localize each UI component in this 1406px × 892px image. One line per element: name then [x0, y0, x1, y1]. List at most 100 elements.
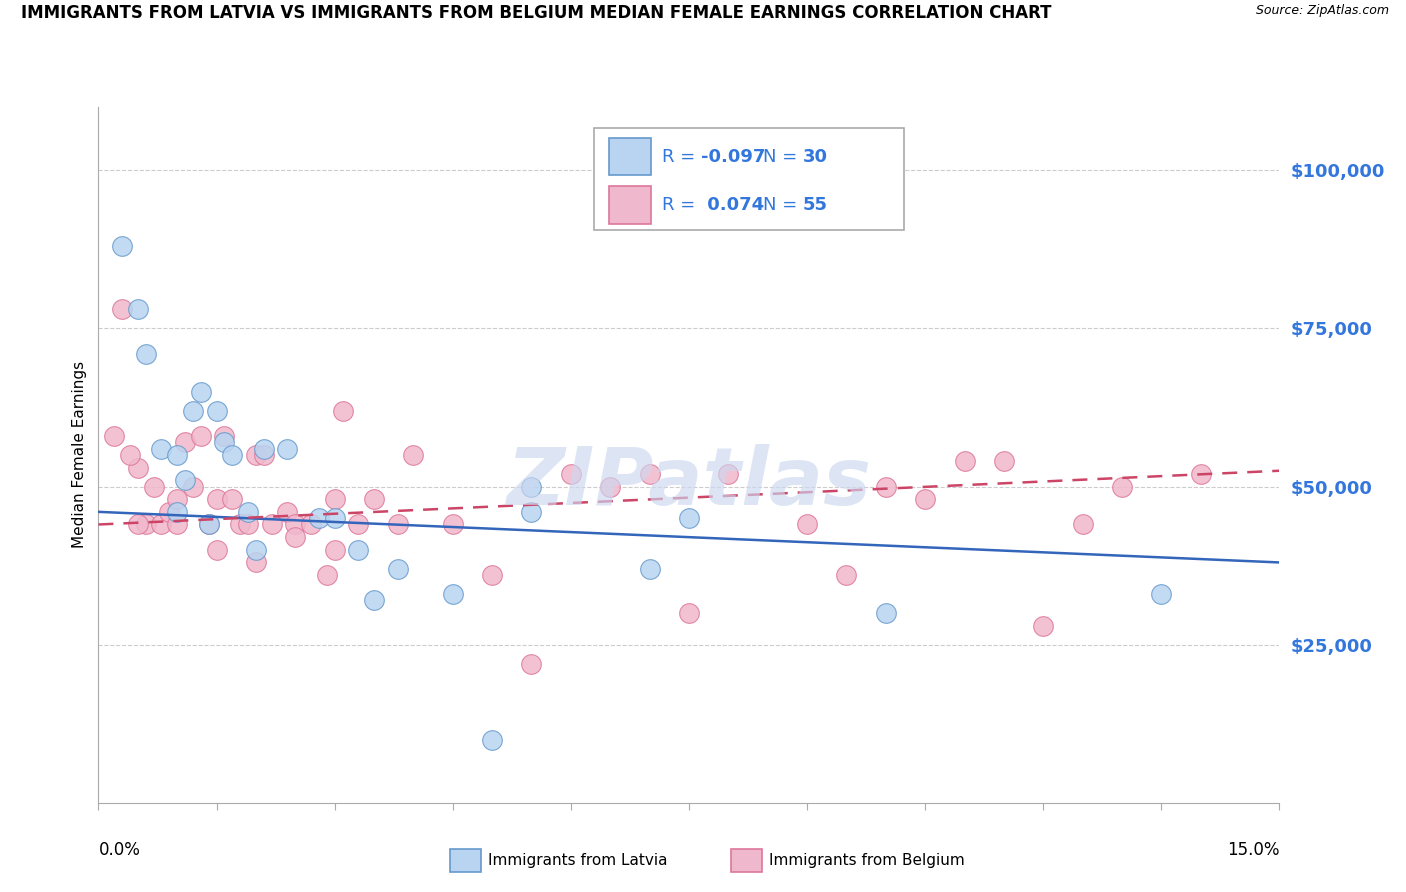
- Point: [157, 505, 180, 519]
- Point: [347, 517, 370, 532]
- Point: [276, 505, 298, 519]
- Point: [205, 492, 228, 507]
- Text: -0.097: -0.097: [702, 148, 766, 166]
- Point: [221, 492, 243, 507]
- Point: [441, 587, 464, 601]
- Point: [260, 517, 283, 532]
- Point: [481, 732, 503, 747]
- Point: [166, 505, 188, 519]
- Text: 55: 55: [803, 196, 828, 214]
- Point: [197, 517, 219, 532]
- Point: [1071, 517, 1094, 532]
- Point: [323, 542, 346, 557]
- Point: [135, 517, 157, 532]
- Point: [142, 479, 165, 493]
- Text: 0.0%: 0.0%: [98, 841, 141, 859]
- Text: Immigrants from Latvia: Immigrants from Latvia: [488, 854, 668, 868]
- Point: [111, 239, 134, 253]
- Point: [245, 448, 267, 462]
- Point: [1111, 479, 1133, 493]
- Point: [1189, 467, 1212, 481]
- Y-axis label: Median Female Earnings: Median Female Earnings: [72, 361, 87, 549]
- Point: [387, 562, 409, 576]
- Point: [118, 448, 141, 462]
- Text: Immigrants from Belgium: Immigrants from Belgium: [769, 854, 965, 868]
- Point: [214, 429, 236, 443]
- Point: [953, 454, 976, 468]
- Point: [678, 511, 700, 525]
- Point: [347, 542, 370, 557]
- Point: [166, 448, 188, 462]
- Point: [323, 511, 346, 525]
- Point: [1032, 618, 1054, 632]
- Point: [103, 429, 125, 443]
- Point: [717, 467, 740, 481]
- Point: [520, 657, 543, 671]
- Text: Source: ZipAtlas.com: Source: ZipAtlas.com: [1256, 4, 1389, 18]
- Point: [441, 517, 464, 532]
- Point: [1150, 587, 1173, 601]
- Point: [253, 448, 276, 462]
- Text: R =: R =: [662, 196, 702, 214]
- Point: [481, 568, 503, 582]
- Point: [181, 479, 204, 493]
- Point: [236, 505, 259, 519]
- Point: [190, 429, 212, 443]
- Point: [111, 302, 134, 317]
- Point: [875, 606, 897, 620]
- Point: [875, 479, 897, 493]
- Point: [520, 505, 543, 519]
- Point: [245, 542, 267, 557]
- Text: R =: R =: [662, 148, 702, 166]
- Point: [914, 492, 936, 507]
- Point: [221, 448, 243, 462]
- Point: [253, 442, 276, 456]
- Text: ZIPatlas: ZIPatlas: [506, 443, 872, 522]
- Point: [276, 442, 298, 456]
- Point: [174, 473, 197, 487]
- Point: [190, 384, 212, 399]
- Point: [229, 517, 252, 532]
- Text: 30: 30: [803, 148, 828, 166]
- Point: [323, 492, 346, 507]
- Text: N =: N =: [763, 148, 803, 166]
- Point: [332, 403, 354, 417]
- Point: [796, 517, 818, 532]
- Point: [638, 562, 661, 576]
- Point: [174, 435, 197, 450]
- Text: IMMIGRANTS FROM LATVIA VS IMMIGRANTS FROM BELGIUM MEDIAN FEMALE EARNINGS CORRELA: IMMIGRANTS FROM LATVIA VS IMMIGRANTS FRO…: [21, 4, 1052, 22]
- Point: [678, 606, 700, 620]
- Point: [363, 492, 385, 507]
- Text: N =: N =: [763, 196, 803, 214]
- Point: [560, 467, 582, 481]
- Point: [245, 556, 267, 570]
- Point: [284, 530, 307, 544]
- Text: 0.074: 0.074: [702, 196, 765, 214]
- Point: [993, 454, 1015, 468]
- Point: [197, 517, 219, 532]
- Point: [315, 568, 337, 582]
- Text: 15.0%: 15.0%: [1227, 841, 1279, 859]
- Point: [150, 442, 173, 456]
- Point: [835, 568, 858, 582]
- Point: [363, 593, 385, 607]
- Point: [520, 479, 543, 493]
- Point: [308, 511, 330, 525]
- Point: [127, 302, 149, 317]
- Point: [127, 517, 149, 532]
- Point: [387, 517, 409, 532]
- Point: [299, 517, 322, 532]
- Point: [127, 460, 149, 475]
- Point: [181, 403, 204, 417]
- Point: [599, 479, 621, 493]
- Point: [402, 448, 425, 462]
- Point: [236, 517, 259, 532]
- Point: [284, 517, 307, 532]
- Point: [150, 517, 173, 532]
- Point: [135, 347, 157, 361]
- Point: [205, 542, 228, 557]
- Point: [638, 467, 661, 481]
- Point: [214, 435, 236, 450]
- Point: [166, 492, 188, 507]
- Point: [205, 403, 228, 417]
